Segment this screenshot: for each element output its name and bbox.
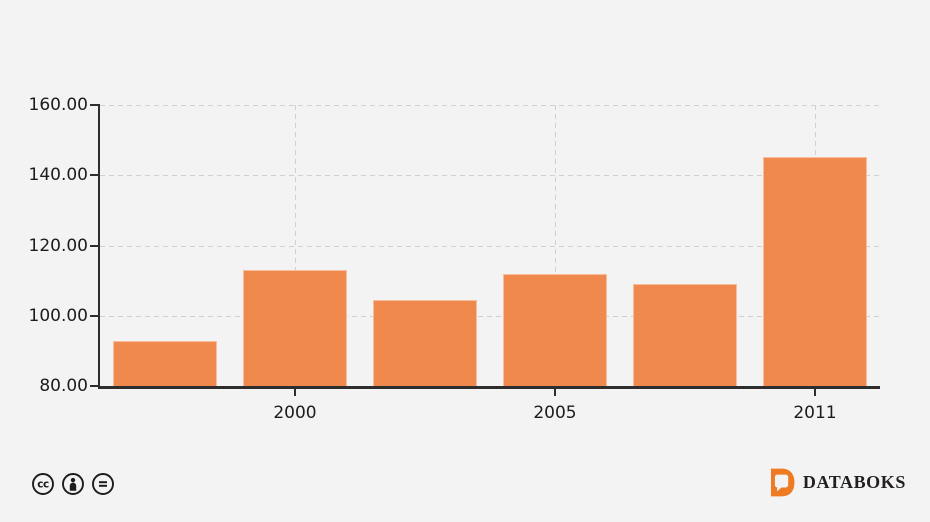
x-tick-label: 2011: [793, 403, 837, 423]
h-gridline: [100, 175, 880, 177]
x-axis-tick: [814, 389, 816, 396]
h-gridline: [100, 245, 880, 247]
y-tick-label: 80.00: [39, 376, 88, 396]
y-axis-tick: [90, 385, 100, 387]
bar[interactable]: [243, 270, 347, 386]
x-tick-label: 2005: [533, 403, 577, 423]
h-gridline: [100, 315, 880, 317]
y-axis-tick: [90, 314, 100, 317]
y-tick-label: 140.00: [28, 165, 88, 186]
cc-icon[interactable]: cc: [31, 472, 55, 496]
x-tick-label: 2000: [273, 403, 317, 423]
y-tick-label: 120.00: [28, 235, 88, 256]
y-tick-label: 160.00: [28, 95, 88, 115]
cc-nd-icon[interactable]: [91, 472, 115, 496]
bar[interactable]: [503, 273, 607, 386]
bar[interactable]: [633, 284, 737, 386]
plot-area: [98, 105, 880, 389]
v-gridline: [554, 105, 556, 386]
x-axis-tick: [554, 389, 556, 396]
v-gridline: [294, 105, 296, 386]
x-axis-tick: [294, 389, 296, 396]
h-gridline: [100, 105, 880, 106]
svg-text:cc: cc: [37, 479, 49, 491]
bar[interactable]: [763, 156, 867, 386]
bar[interactable]: [113, 341, 217, 386]
bar[interactable]: [373, 299, 477, 386]
y-axis-tick: [90, 174, 100, 177]
databoks-d-icon: [770, 468, 795, 497]
y-axis-tick: [90, 244, 100, 247]
cc-by-icon[interactable]: [61, 472, 85, 496]
databoks-wordmark: DATABOKS: [802, 472, 906, 492]
license-badges: cc: [31, 472, 115, 496]
y-axis-tick: [90, 104, 100, 106]
y-tick-label: 100.00: [28, 305, 88, 326]
databoks-logo[interactable]: DATABOKS: [770, 468, 906, 497]
